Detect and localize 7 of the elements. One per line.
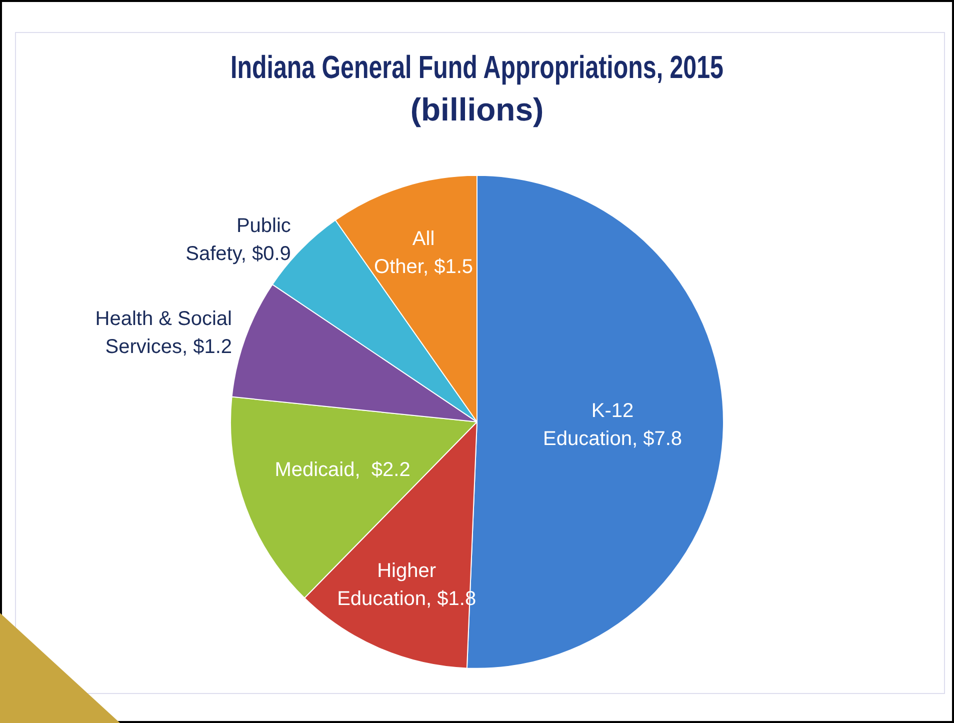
chart-title: Indiana General Fund Appropriations, 2015 bbox=[230, 50, 724, 86]
slice-label: K-12 Education, $7.8 bbox=[543, 398, 682, 452]
slice-label: Public Safety, $0.9 bbox=[186, 214, 291, 267]
slice-label: Medicaid, $2.2 bbox=[274, 458, 410, 484]
chart-subtitle: (billions) bbox=[410, 91, 544, 128]
slice-label: Health & Social Services, $1.2 bbox=[95, 307, 232, 360]
slice-label: All Other, $1.5 bbox=[374, 226, 474, 280]
